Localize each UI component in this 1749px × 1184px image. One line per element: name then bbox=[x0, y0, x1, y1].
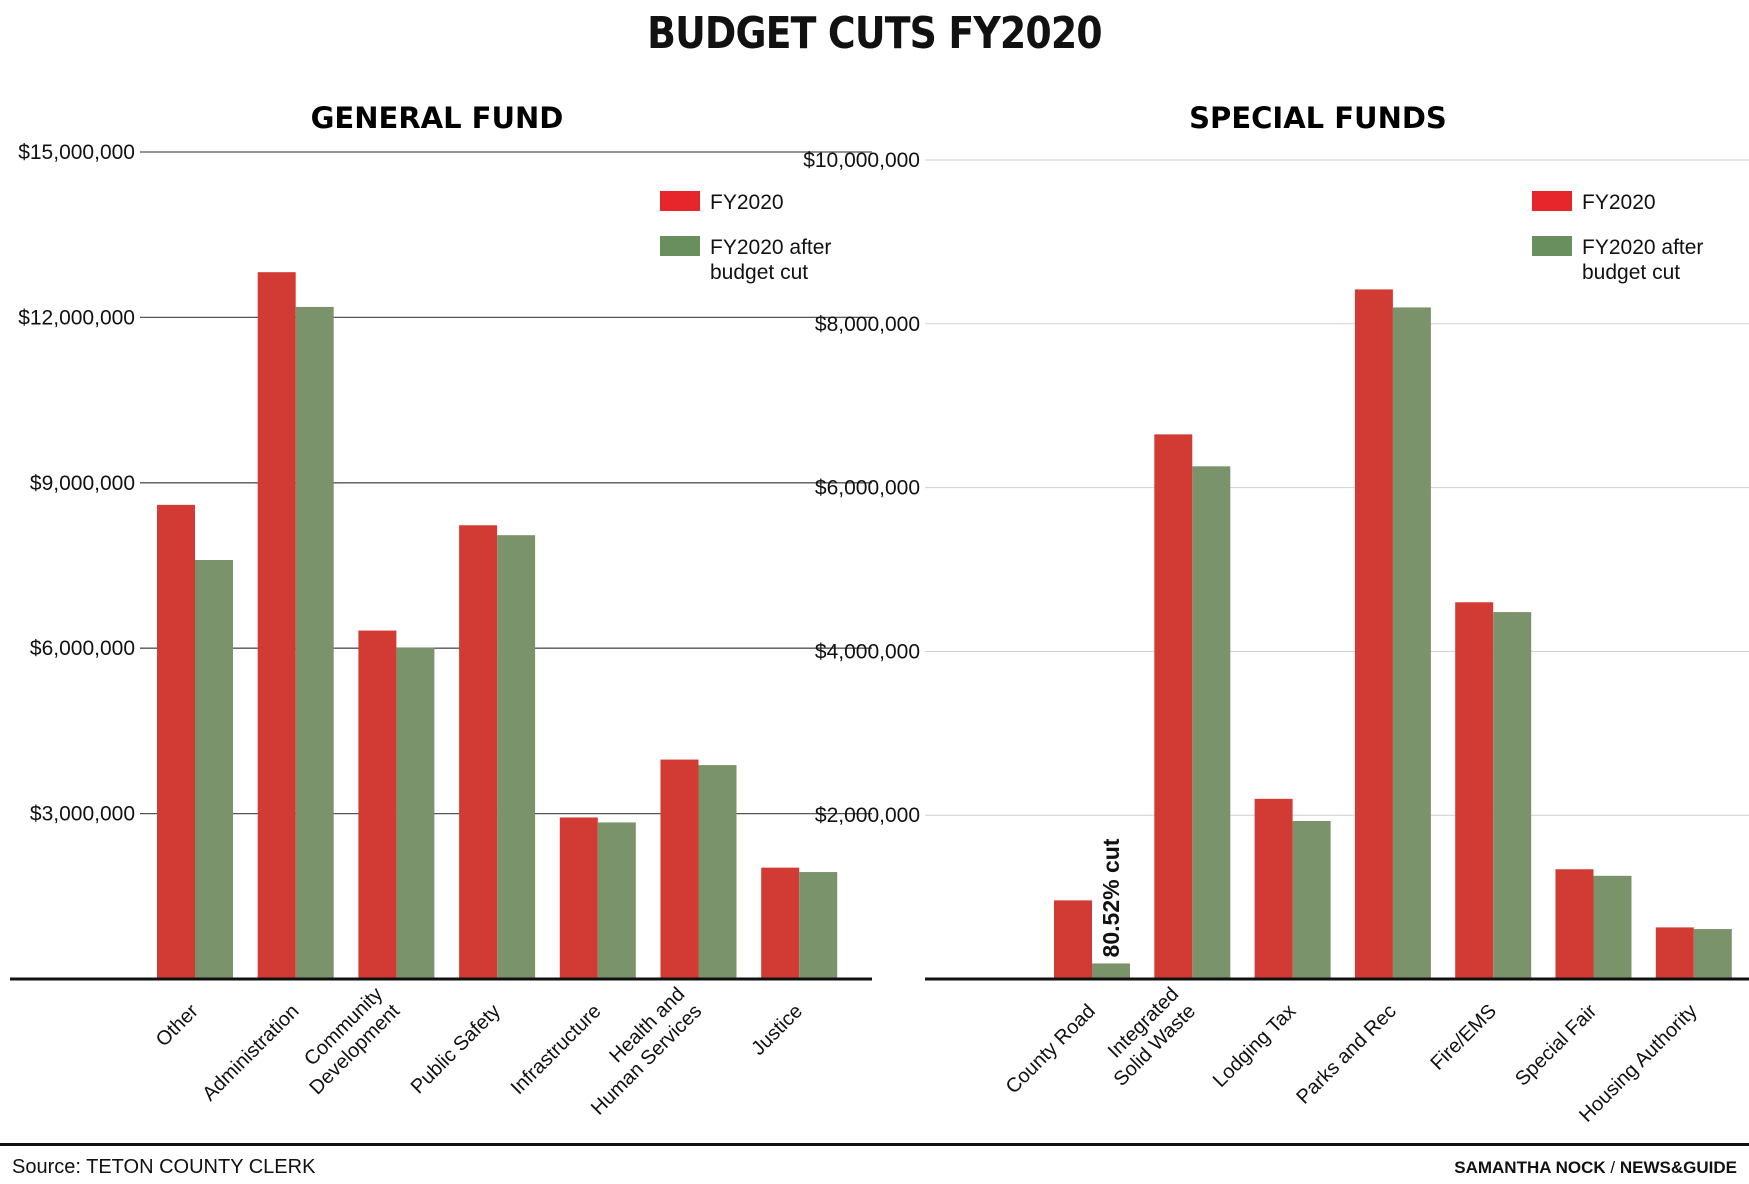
bar-fy2020 bbox=[1154, 434, 1193, 979]
panel-title: GENERAL FUND bbox=[311, 101, 564, 135]
bar-after-cut bbox=[799, 872, 838, 979]
legend-label-after-cut-line2: budget cut bbox=[1582, 261, 1680, 284]
legend-label-after-cut: FY2020 after bbox=[710, 236, 831, 259]
bar-fy2020 bbox=[459, 525, 498, 979]
bar-fy2020 bbox=[761, 867, 800, 979]
y-tick-label: $3,000,000 bbox=[30, 803, 135, 826]
category-label-line: Fire/EMS bbox=[1426, 1000, 1500, 1074]
bar-fy2020 bbox=[1054, 900, 1092, 979]
bar-fy2020 bbox=[358, 630, 397, 979]
category-label-line: Special Fair bbox=[1511, 1000, 1601, 1090]
legend-swatch-after-cut bbox=[660, 236, 700, 256]
bar-fy2020 bbox=[559, 817, 598, 979]
category-label-line: Justice bbox=[747, 1000, 807, 1060]
credit-separator: / bbox=[1610, 1158, 1616, 1177]
category-label-line: Parks and Rec bbox=[1292, 1000, 1400, 1108]
category-label-line: Infrastructure bbox=[507, 1000, 606, 1099]
bar-after-cut bbox=[1593, 875, 1632, 979]
category-label: Administration bbox=[198, 1000, 303, 1105]
category-label: CommunityDevelopment bbox=[288, 983, 404, 1099]
y-tick-label: $12,000,000 bbox=[18, 306, 135, 329]
legend-label-after-cut-line2: budget cut bbox=[710, 261, 808, 284]
y-tick-label: $4,000,000 bbox=[815, 640, 920, 663]
bar-after-cut bbox=[1493, 612, 1532, 979]
panel-title: SPECIAL FUNDS bbox=[1189, 101, 1447, 135]
bar-after-cut bbox=[195, 559, 233, 979]
category-label: Parks and Rec bbox=[1292, 1000, 1400, 1108]
bar-fy2020 bbox=[1455, 602, 1494, 979]
category-label: Justice bbox=[747, 1000, 807, 1060]
credit-line: SAMANTHA NOCK / NEWS&GUIDE bbox=[1454, 1158, 1737, 1178]
bar-after-cut bbox=[1192, 466, 1231, 979]
bar-fy2020 bbox=[257, 272, 296, 979]
main-title: BUDGET CUTS FY2020 bbox=[647, 8, 1103, 59]
bar-after-cut bbox=[1693, 929, 1732, 979]
footer-rule bbox=[0, 1143, 1749, 1146]
y-tick-label: $15,000,000 bbox=[18, 141, 135, 164]
category-label: County Road bbox=[1002, 1000, 1100, 1098]
y-tick-label: $8,000,000 bbox=[815, 313, 920, 336]
category-label: Fire/EMS bbox=[1426, 1000, 1500, 1074]
bar-fy2020 bbox=[1555, 869, 1594, 979]
category-label-line: Public Safety bbox=[407, 1000, 505, 1098]
category-label: IntegratedSolid Waste bbox=[1093, 983, 1200, 1090]
bar-after-cut bbox=[698, 765, 737, 979]
category-label-line: County Road bbox=[1002, 1000, 1100, 1098]
legend-label-after-cut: FY2020 after bbox=[1582, 236, 1703, 259]
credit-author: SAMANTHA NOCK bbox=[1454, 1158, 1606, 1177]
legend-swatch-after-cut bbox=[1532, 236, 1572, 256]
annotation-label: 80.52% cut bbox=[1098, 838, 1124, 957]
bar-fy2020 bbox=[1655, 927, 1694, 979]
category-label: Other bbox=[152, 1000, 203, 1051]
bar-after-cut bbox=[1292, 820, 1331, 979]
category-label: Lodging Tax bbox=[1209, 1000, 1301, 1092]
bar-after-cut bbox=[396, 647, 435, 979]
general-fund-chart: GENERAL FUND $3,000,000 $6,000,000 $9,000,0… bbox=[10, 101, 872, 1120]
bar-fy2020 bbox=[1254, 798, 1293, 979]
bar-after-cut bbox=[1092, 963, 1130, 979]
y-tick-label: $6,000,000 bbox=[815, 477, 920, 500]
category-label: Infrastructure bbox=[507, 1000, 606, 1099]
y-tick-label: $2,000,000 bbox=[815, 804, 920, 827]
bar-fy2020 bbox=[660, 759, 699, 979]
bar-fy2020 bbox=[157, 504, 195, 979]
legend-label-fy2020: FY2020 bbox=[1582, 191, 1656, 214]
y-tick-label: $6,000,000 bbox=[30, 637, 135, 660]
category-label-line: Other bbox=[152, 1000, 203, 1051]
bar-after-cut bbox=[1392, 307, 1431, 979]
y-tick-label: $9,000,000 bbox=[30, 472, 135, 495]
bar-after-cut bbox=[497, 535, 536, 979]
legend-swatch-fy2020 bbox=[1532, 191, 1572, 211]
y-tick-label: $10,000,000 bbox=[803, 149, 920, 172]
category-label-line: Lodging Tax bbox=[1209, 1000, 1301, 1092]
source-note: Source: TETON COUNTY CLERK bbox=[12, 1156, 316, 1178]
category-label: Special Fair bbox=[1511, 1000, 1601, 1090]
bar-after-cut bbox=[597, 822, 636, 979]
category-label-line: Administration bbox=[198, 1000, 303, 1105]
credit-outlet: NEWS&GUIDE bbox=[1619, 1158, 1737, 1177]
special-funds-chart: SPECIAL FUNDS $2,000,000 $4,000,000 $6,000,… bbox=[803, 101, 1749, 1127]
legend-label-fy2020: FY2020 bbox=[710, 191, 784, 214]
category-label: Public Safety bbox=[407, 1000, 505, 1098]
bar-fy2020 bbox=[1354, 289, 1393, 980]
bar-after-cut bbox=[295, 306, 334, 979]
legend-swatch-fy2020 bbox=[660, 191, 700, 211]
